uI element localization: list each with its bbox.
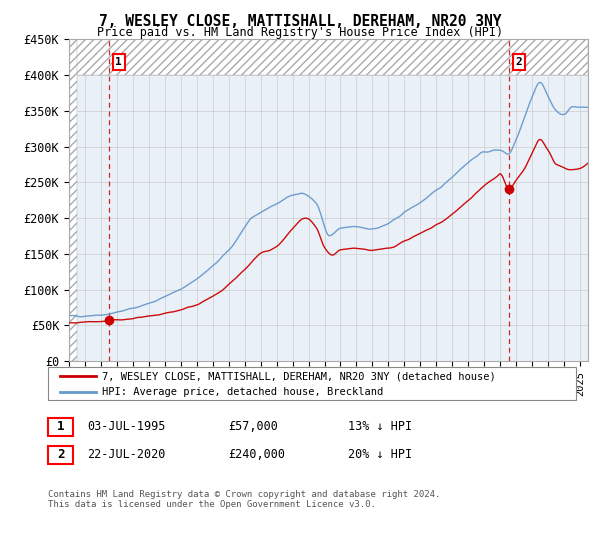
Text: 22-JUL-2020: 22-JUL-2020 — [87, 448, 166, 461]
Text: 03-JUL-1995: 03-JUL-1995 — [87, 420, 166, 433]
Text: Price paid vs. HM Land Registry's House Price Index (HPI): Price paid vs. HM Land Registry's House … — [97, 26, 503, 39]
Text: £240,000: £240,000 — [228, 448, 285, 461]
Text: 2: 2 — [515, 57, 522, 67]
Text: Contains HM Land Registry data © Crown copyright and database right 2024.
This d: Contains HM Land Registry data © Crown c… — [48, 490, 440, 510]
Text: £57,000: £57,000 — [228, 420, 278, 433]
Text: 1: 1 — [115, 57, 122, 67]
Text: 1: 1 — [57, 420, 64, 433]
Text: HPI: Average price, detached house, Breckland: HPI: Average price, detached house, Brec… — [102, 387, 383, 397]
Text: 20% ↓ HPI: 20% ↓ HPI — [348, 448, 412, 461]
Text: 2: 2 — [57, 448, 64, 461]
Text: 7, WESLEY CLOSE, MATTISHALL, DEREHAM, NR20 3NY (detached house): 7, WESLEY CLOSE, MATTISHALL, DEREHAM, NR… — [102, 371, 496, 381]
Text: 7, WESLEY CLOSE, MATTISHALL, DEREHAM, NR20 3NY: 7, WESLEY CLOSE, MATTISHALL, DEREHAM, NR… — [99, 14, 501, 29]
Text: 13% ↓ HPI: 13% ↓ HPI — [348, 420, 412, 433]
